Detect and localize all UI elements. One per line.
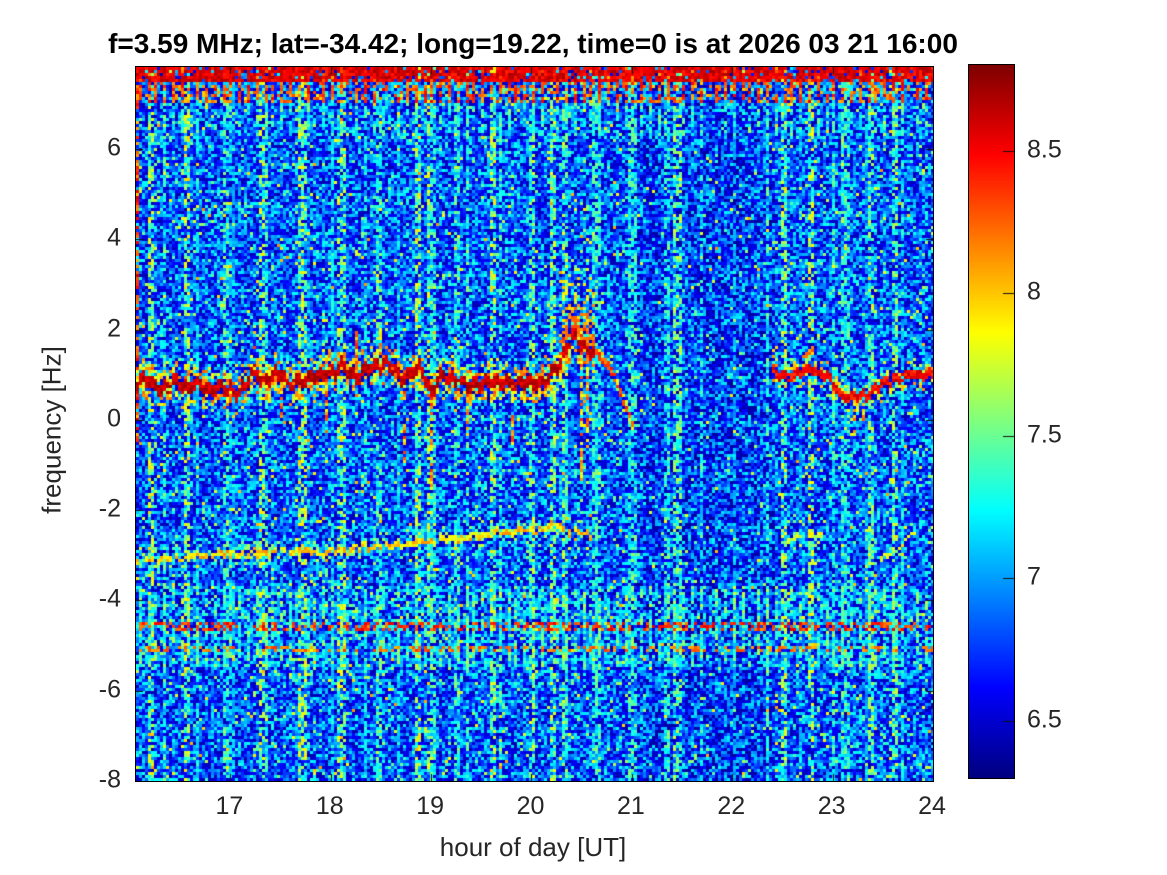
y-tick-label: 0 [107,404,121,433]
colorbar-tick-label: 8 [1027,277,1041,306]
x-tick-label: 21 [616,792,645,820]
colorbar-tick-label: 7 [1027,562,1041,591]
y-tick-label: -2 [98,494,121,523]
plot-area [135,66,934,782]
y-tick-label: -6 [98,675,121,704]
x-tick-label: 20 [516,792,545,820]
chart-title: f=3.59 MHz; lat=-34.42; long=19.22, time… [108,28,958,59]
y-tick-label: -8 [98,765,121,794]
y-tick-label: 2 [107,314,121,343]
x-tick-label: 18 [315,792,344,820]
colorbar-tick-label: 6.5 [1027,705,1062,734]
x-tick-label: 22 [717,792,746,820]
x-tick-label: 17 [215,792,244,820]
x-tick-label: 23 [817,792,846,820]
x-tick-label: 24 [918,792,946,820]
x-tick-label: 19 [416,792,445,820]
x-axis-label: hour of day [UT] [439,832,627,862]
y-tick-label: -4 [98,584,121,613]
colorbar-tick-label: 7.5 [1027,420,1062,449]
spectrogram-canvas [136,67,933,781]
y-tick-label: 6 [107,133,121,162]
colorbar-tick-label: 8.5 [1027,135,1062,164]
y-tick-label: 4 [107,223,121,252]
colorbar [968,64,1015,779]
colorbar-canvas [969,65,1014,778]
